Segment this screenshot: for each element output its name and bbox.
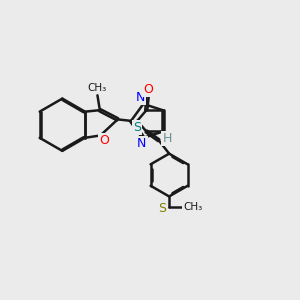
Text: S: S bbox=[133, 121, 141, 134]
Text: CH₃: CH₃ bbox=[88, 83, 107, 93]
Text: N: N bbox=[137, 137, 147, 150]
Text: S: S bbox=[159, 202, 167, 215]
Text: N: N bbox=[136, 92, 145, 104]
Text: CH₃: CH₃ bbox=[183, 202, 202, 212]
Text: O: O bbox=[143, 83, 153, 96]
Text: H: H bbox=[162, 132, 172, 145]
Text: O: O bbox=[99, 134, 109, 147]
